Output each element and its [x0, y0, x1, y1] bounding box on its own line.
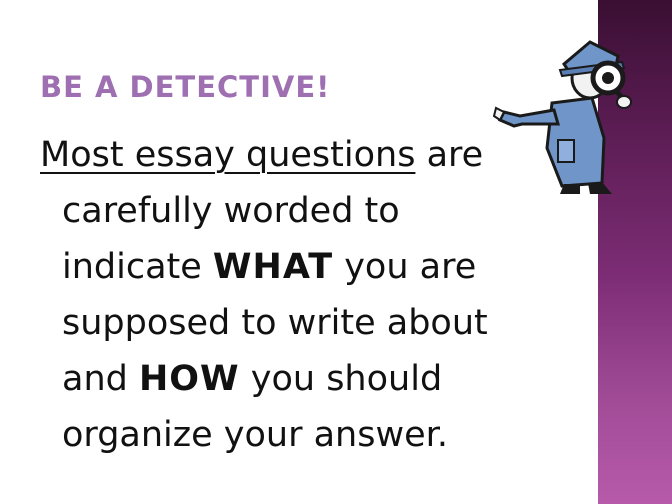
emphasis-how: HOW: [138, 359, 240, 399]
body-line-5-post: you should: [239, 359, 443, 399]
detective-magnifier-icon: [492, 40, 632, 194]
slide-body-text: Most essay questions are carefully worde…: [40, 127, 560, 463]
body-line-2: carefully worded to: [62, 191, 400, 231]
emphasis-what: WHAT: [212, 247, 334, 287]
underlined-phrase: Most essay questions: [40, 135, 416, 175]
body-line-3-pre: indicate: [62, 247, 213, 287]
body-line-1-rest: are: [415, 135, 484, 175]
body-line-3-post: you are: [333, 247, 477, 287]
body-line-5-pre: and: [62, 359, 139, 399]
body-line-6: organize your answer.: [62, 415, 448, 455]
body-line-4: supposed to write about: [62, 303, 488, 343]
slide-title: BE A DETECTIVE!: [40, 70, 331, 104]
